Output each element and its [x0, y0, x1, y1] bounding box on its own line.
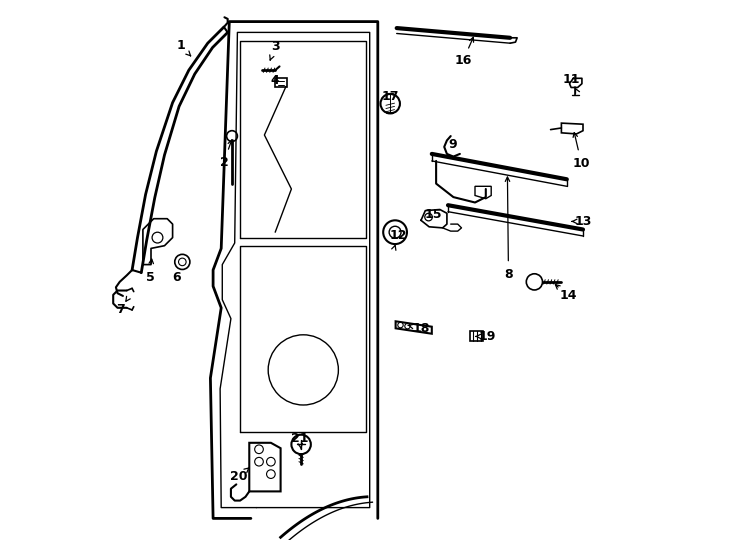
Circle shape	[178, 258, 186, 266]
Circle shape	[404, 323, 410, 329]
Polygon shape	[396, 321, 432, 334]
Text: 7: 7	[116, 303, 125, 316]
Text: 15: 15	[424, 208, 442, 221]
Text: 5: 5	[145, 271, 154, 284]
Circle shape	[398, 322, 403, 328]
Polygon shape	[470, 331, 482, 341]
Text: 20: 20	[230, 470, 248, 483]
Text: 2: 2	[219, 156, 228, 168]
Circle shape	[255, 457, 264, 466]
Circle shape	[255, 445, 264, 454]
Text: 14: 14	[559, 289, 577, 302]
Circle shape	[266, 470, 275, 478]
Polygon shape	[475, 186, 491, 199]
Text: 18: 18	[413, 322, 429, 335]
Circle shape	[526, 274, 542, 290]
Text: 4: 4	[271, 75, 280, 87]
Circle shape	[383, 220, 407, 244]
Circle shape	[152, 232, 163, 243]
Circle shape	[380, 94, 400, 113]
Text: 21: 21	[291, 432, 308, 445]
Text: 9: 9	[448, 138, 457, 151]
Text: 13: 13	[574, 215, 592, 228]
Text: 6: 6	[172, 271, 181, 284]
Circle shape	[425, 213, 432, 221]
Circle shape	[175, 254, 190, 269]
Text: 3: 3	[271, 40, 280, 53]
Text: 19: 19	[478, 330, 495, 343]
Text: 8: 8	[504, 268, 513, 281]
Text: 11: 11	[562, 73, 580, 86]
Text: 1: 1	[176, 39, 185, 52]
Text: 12: 12	[390, 230, 407, 242]
Text: 10: 10	[573, 157, 590, 170]
Text: 16: 16	[454, 54, 472, 67]
Text: 17: 17	[382, 90, 399, 103]
Circle shape	[389, 226, 401, 238]
Circle shape	[268, 335, 338, 405]
Circle shape	[227, 131, 237, 141]
Circle shape	[291, 435, 310, 454]
Circle shape	[266, 457, 275, 466]
FancyBboxPatch shape	[275, 78, 287, 87]
Polygon shape	[562, 123, 583, 134]
Polygon shape	[250, 443, 280, 491]
